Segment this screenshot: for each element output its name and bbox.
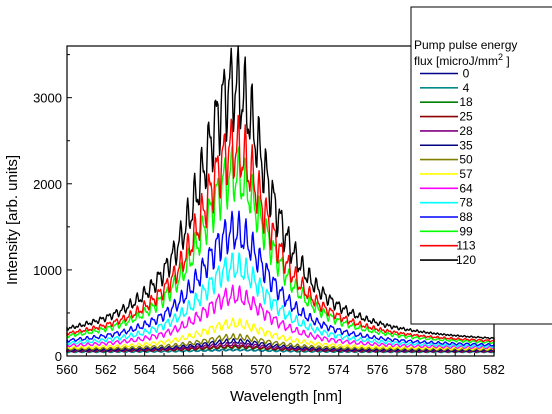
legend-title-line2: flux [microJ/mm2 ] bbox=[414, 52, 510, 68]
legend-title-line1: Pump pulse energy bbox=[414, 38, 517, 52]
x-tick-label: 568 bbox=[211, 362, 233, 377]
y-tick-label: 1000 bbox=[33, 263, 62, 278]
legend-entry-99: 99 bbox=[459, 224, 473, 238]
y-tick-label: 2000 bbox=[33, 177, 62, 192]
y-tick-label: 3000 bbox=[33, 91, 62, 106]
legend-entry-64: 64 bbox=[459, 181, 473, 195]
series-line-99 bbox=[66, 145, 495, 345]
legend-entry-120: 120 bbox=[456, 253, 476, 267]
legend-title-superscript: 2 bbox=[498, 52, 503, 62]
series-line-113 bbox=[66, 114, 495, 343]
legend-entry-57: 57 bbox=[459, 167, 473, 181]
x-tick-label: 560 bbox=[56, 362, 78, 377]
legend-entry-4: 4 bbox=[463, 81, 470, 95]
legend-entry-28: 28 bbox=[459, 124, 473, 138]
legend-entry-0: 0 bbox=[463, 67, 470, 81]
legend-entry-78: 78 bbox=[459, 196, 473, 210]
x-tick-label: 564 bbox=[134, 362, 156, 377]
legend-entry-18: 18 bbox=[459, 95, 473, 109]
x-tick-label: 572 bbox=[289, 362, 311, 377]
y-tick-label: 0 bbox=[55, 349, 62, 364]
series-line-64 bbox=[66, 284, 495, 350]
x-tick-label: 574 bbox=[328, 362, 350, 377]
legend-entry-88: 88 bbox=[459, 210, 473, 224]
legend: Pump pulse energy flux [microJ/mm2 ] 041… bbox=[410, 6, 552, 325]
x-tick-label: 580 bbox=[444, 362, 466, 377]
y-axis-label: Intensity [arb. units] bbox=[4, 155, 21, 285]
x-axis-label: Wavelength [nm] bbox=[230, 388, 342, 405]
x-tick-label: 576 bbox=[367, 362, 389, 377]
series-line-57 bbox=[66, 317, 495, 351]
legend-entry-25: 25 bbox=[459, 110, 473, 124]
x-tick-label: 570 bbox=[250, 362, 272, 377]
series-line-88 bbox=[66, 210, 495, 347]
legend-entry-50: 50 bbox=[459, 153, 473, 167]
axes-layer: 560 562 564 566 568 570 572 574 576 578 580 5820100… bbox=[33, 54, 505, 377]
x-tick-label: 562 bbox=[95, 362, 117, 377]
series-layer bbox=[66, 45, 495, 354]
series-line-78 bbox=[66, 252, 495, 349]
x-tick-label: 582 bbox=[483, 362, 505, 377]
x-tick-label: 578 bbox=[406, 362, 428, 377]
series-line-120 bbox=[66, 45, 495, 341]
legend-entry-113: 113 bbox=[456, 239, 475, 253]
legend-entry-35: 35 bbox=[459, 138, 473, 152]
legend-title-end: ] bbox=[503, 54, 510, 68]
legend-box bbox=[410, 6, 552, 325]
legend-title-text: flux [microJ/mm bbox=[414, 54, 498, 68]
x-tick-label: 566 bbox=[173, 362, 195, 377]
